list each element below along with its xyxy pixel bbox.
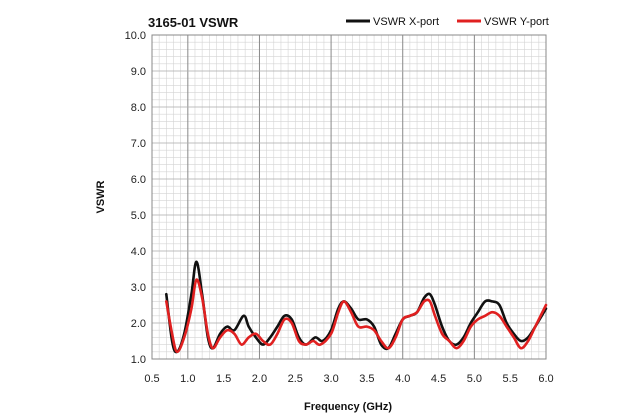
x-tick-label: 5.0 bbox=[467, 373, 482, 385]
y-tick-label: 1.0 bbox=[131, 354, 146, 366]
y-axis-label: VSWR bbox=[95, 180, 107, 213]
chart-title: 3165-01 VSWR bbox=[148, 15, 239, 30]
x-tick-label: 3.5 bbox=[359, 373, 374, 385]
x-tick-label: 2.5 bbox=[288, 373, 303, 385]
x-axis-label: Frequency (GHz) bbox=[304, 401, 392, 413]
y-tick-label: 4.0 bbox=[131, 246, 146, 258]
y-tick-label: 10.0 bbox=[125, 30, 146, 42]
plot-area-frame bbox=[151, 34, 547, 360]
y-tick-label: 9.0 bbox=[131, 66, 146, 78]
series-line-y-port bbox=[165, 278, 548, 354]
x-tick-label: 5.5 bbox=[503, 373, 518, 385]
y-axis-tick-labels: 1.0 2.0 3.0 4.0 5.0 6.0 7.0 8.0 9.0 10.0 bbox=[125, 30, 146, 366]
y-tick-label: 5.0 bbox=[131, 210, 146, 222]
y-tick-label: 2.0 bbox=[131, 318, 146, 330]
legend-label-y-port: VSWR Y-port bbox=[484, 16, 549, 28]
legend-label-x-port: VSWR X-port bbox=[373, 16, 439, 28]
legend: VSWR X-port VSWR Y-port bbox=[346, 16, 549, 28]
minor-gridlines bbox=[151, 34, 547, 360]
x-axis-tick-labels: 0.5 1.0 1.5 2.0 2.5 3.0 3.5 4.0 4.5 5.0 5.5 6.0 bbox=[144, 373, 553, 385]
x-tick-label: 3.0 bbox=[323, 373, 338, 385]
x-tick-label: 2.0 bbox=[252, 373, 267, 385]
y-tick-label: 7.0 bbox=[131, 138, 146, 150]
y-tick-label: 3.0 bbox=[131, 282, 146, 294]
y-tick-label: 8.0 bbox=[131, 102, 146, 114]
x-tick-label: 4.0 bbox=[395, 373, 410, 385]
x-tick-label: 6.0 bbox=[538, 373, 553, 385]
x-tick-label: 1.0 bbox=[180, 373, 195, 385]
x-tick-label: 1.5 bbox=[216, 373, 231, 385]
series-line-x-port bbox=[165, 260, 548, 354]
x-tick-label: 0.5 bbox=[144, 373, 159, 385]
y-tick-label: 6.0 bbox=[131, 174, 146, 186]
x-tick-label: 4.5 bbox=[431, 373, 446, 385]
series-lines bbox=[165, 260, 548, 354]
